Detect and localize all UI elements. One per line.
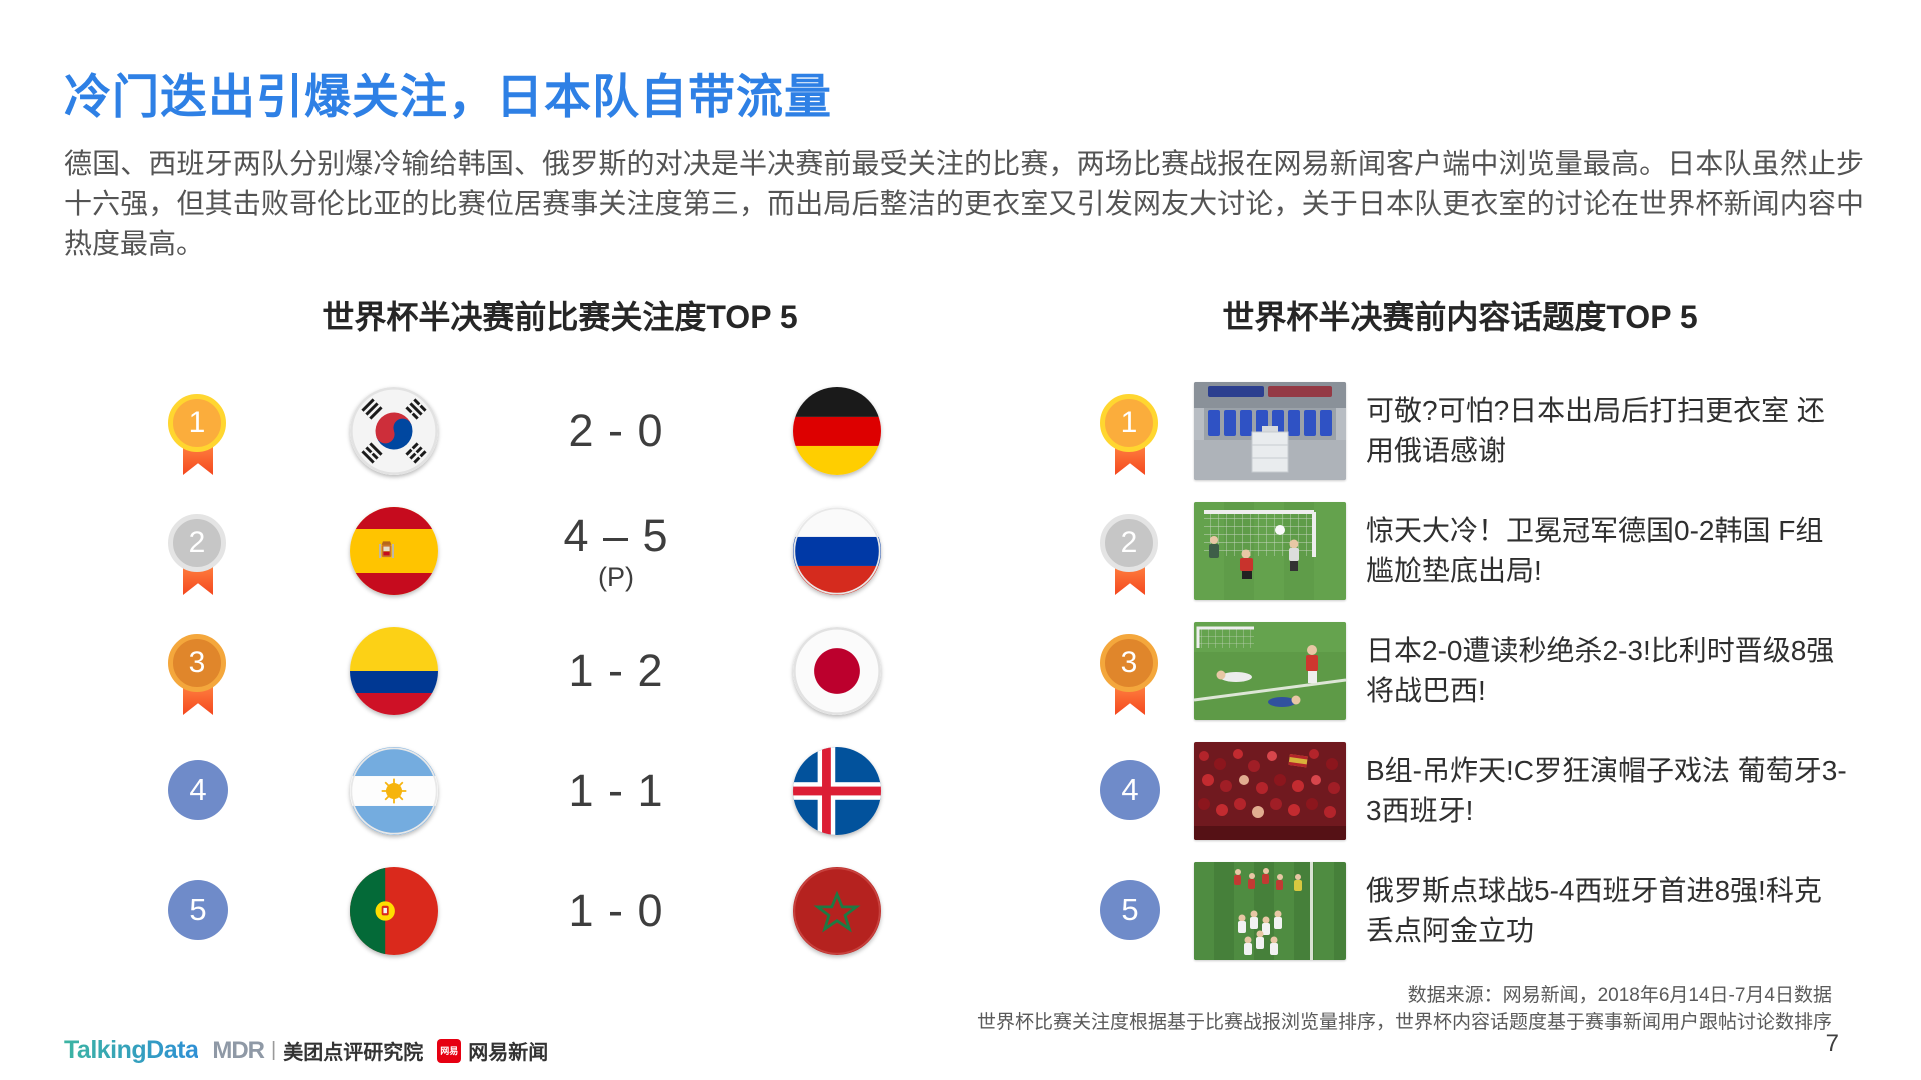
rank-circle-icon: 5 <box>1100 880 1160 972</box>
thumbnail-germany-korea-goal <box>1194 502 1346 600</box>
rank-number: 2 <box>188 526 206 559</box>
footer-logos: TalkingData MDR | 美团点评研究院 网易 网易新闻 <box>64 1036 548 1065</box>
penalty-note: (P) <box>598 562 634 592</box>
headline-text: 惊天大冷！卫冕冠军德国0-2韩国 F组尴尬垫底出局! <box>1366 515 1824 586</box>
flag-germany-icon <box>793 387 881 475</box>
source-line: 数据来源：网易新闻，2018年6月14日-7月4日数据 <box>1407 985 1832 1006</box>
score-value: 1 - 1 <box>568 765 664 816</box>
thumbnail-japan-locker-room <box>1194 382 1346 480</box>
meituan-research-logo: MDR | 美团点评研究院 <box>212 1036 423 1065</box>
flag-morocco-icon <box>793 867 881 955</box>
rank-circle-icon: 5 <box>168 880 228 972</box>
mdr-logo-label: 美团点评研究院 <box>283 1042 424 1064</box>
rank-number: 4 <box>189 772 207 807</box>
match-score: 1 - 1 <box>516 732 716 850</box>
headline-text: 俄罗斯点球战5-4西班牙首进8强!科克丢点阿金立功 <box>1366 875 1822 946</box>
thumbnail-japan-belgium-pitch <box>1194 622 1346 720</box>
thumbnail-portugal-spain-crowd <box>1194 742 1346 840</box>
rank-number: 3 <box>188 646 206 679</box>
rank-number: 4 <box>1121 772 1139 807</box>
bronze-medal-icon: 3 <box>1100 634 1160 726</box>
rank-circle-icon: 4 <box>168 760 228 852</box>
news-headline: 俄罗斯点球战5-4西班牙首进8强!科克丢点阿金立功 <box>1366 852 1848 970</box>
netease-news-logo: 网易 网易新闻 <box>437 1036 548 1065</box>
flag-south-korea-icon <box>350 387 438 475</box>
gold-medal-icon: 1 <box>1100 394 1160 486</box>
match-score: 1 - 0 <box>516 852 716 970</box>
gold-medal-icon: 1 <box>168 394 228 486</box>
rank-number: 1 <box>188 406 206 439</box>
page-number: 7 <box>1825 1030 1839 1057</box>
flag-portugal-icon <box>350 867 438 955</box>
rank-number: 5 <box>1121 892 1139 927</box>
flag-iceland-icon <box>793 747 881 835</box>
match-row: 4 1 - 1 <box>0 732 1921 850</box>
rank-number: 3 <box>1120 646 1138 679</box>
news-item: 1 可敬?可怕? <box>0 372 1921 490</box>
rank-circle-icon: 4 <box>1100 760 1160 852</box>
news-headline: 可敬?可怕?日本出局后打扫更衣室 还用俄语感谢 <box>1366 372 1848 490</box>
score-value: 1 - 0 <box>568 885 664 936</box>
flag-spain-icon <box>350 507 438 595</box>
thumbnail-russia-spain-celebration <box>1194 862 1346 960</box>
netease-badge-icon: 网易 <box>437 1038 462 1063</box>
method-line: 世界杯比赛关注度根据基于比赛战报浏览量排序，世界杯内容话题度基于赛事新闻用户跟帖… <box>976 1012 1832 1033</box>
match-score: 2 - 0 <box>516 372 716 490</box>
match-panel-heading: 世界杯半决赛前比赛关注度TOP 5 <box>322 299 798 335</box>
logo-divider: | <box>271 1039 277 1061</box>
rank-number: 5 <box>189 892 207 927</box>
bronze-medal-icon: 3 <box>168 634 228 726</box>
headline-text: B组-吊炸天!C罗狂演帽子戏法 葡萄牙3-3西班牙! <box>1366 755 1847 826</box>
news-item: 3 <box>0 612 1921 730</box>
intro-paragraph: 德国、西班牙两队分别爆冷输给韩国、俄罗斯的对决是半决赛前最受关注的比赛，两场比赛… <box>64 148 1864 259</box>
match-row: 2 4 – 5 (P) <box>0 492 1921 610</box>
rank-number: 2 <box>1120 526 1138 559</box>
silver-medal-icon: 2 <box>168 514 228 606</box>
data-source-note: 数据来源：网易新闻，2018年6月14日-7月4日数据 世界杯比赛关注度根据基于… <box>977 982 1832 1036</box>
news-item: 4 <box>0 732 1921 850</box>
flag-japan-icon <box>793 627 881 715</box>
talkingdata-logo: TalkingData <box>64 1036 199 1064</box>
match-row: 5 1 - 0 <box>0 852 1921 970</box>
news-item: 2 <box>0 492 1921 610</box>
topic-panel-heading: 世界杯半决赛前内容话题度TOP 5 <box>1222 299 1698 335</box>
silver-medal-icon: 2 <box>1100 514 1160 606</box>
netease-logo-label: 网易新闻 <box>468 1042 549 1064</box>
match-row: 3 1 - 2 <box>0 612 1921 730</box>
news-headline: 惊天大冷！卫冕冠军德国0-2韩国 F组尴尬垫底出局! <box>1366 492 1848 610</box>
mdr-logo-mark: MDR <box>212 1036 265 1064</box>
news-item: 5 <box>0 852 1921 970</box>
score-value: 1 - 2 <box>568 645 664 696</box>
rank-number: 1 <box>1120 406 1138 439</box>
match-score: 1 - 2 <box>516 612 716 730</box>
headline-text: 日本2-0遭读秒绝杀2-3!比利时晋级8强将战巴西! <box>1366 635 1835 706</box>
score-value: 4 – 5 <box>563 510 669 561</box>
match-score: 4 – 5 (P) <box>516 492 716 610</box>
news-headline: 日本2-0遭读秒绝杀2-3!比利时晋级8强将战巴西! <box>1366 612 1848 730</box>
score-value: 2 - 0 <box>568 405 664 456</box>
spain-emblem <box>379 541 394 559</box>
page-title: 冷门迭出引爆关注，日本队自带流量 <box>64 70 832 123</box>
match-row: 1 2 - 0 <box>0 372 1921 490</box>
news-headline: B组-吊炸天!C罗狂演帽子戏法 葡萄牙3-3西班牙! <box>1366 732 1848 850</box>
headline-text: 可敬?可怕?日本出局后打扫更衣室 还用俄语感谢 <box>1366 395 1825 466</box>
